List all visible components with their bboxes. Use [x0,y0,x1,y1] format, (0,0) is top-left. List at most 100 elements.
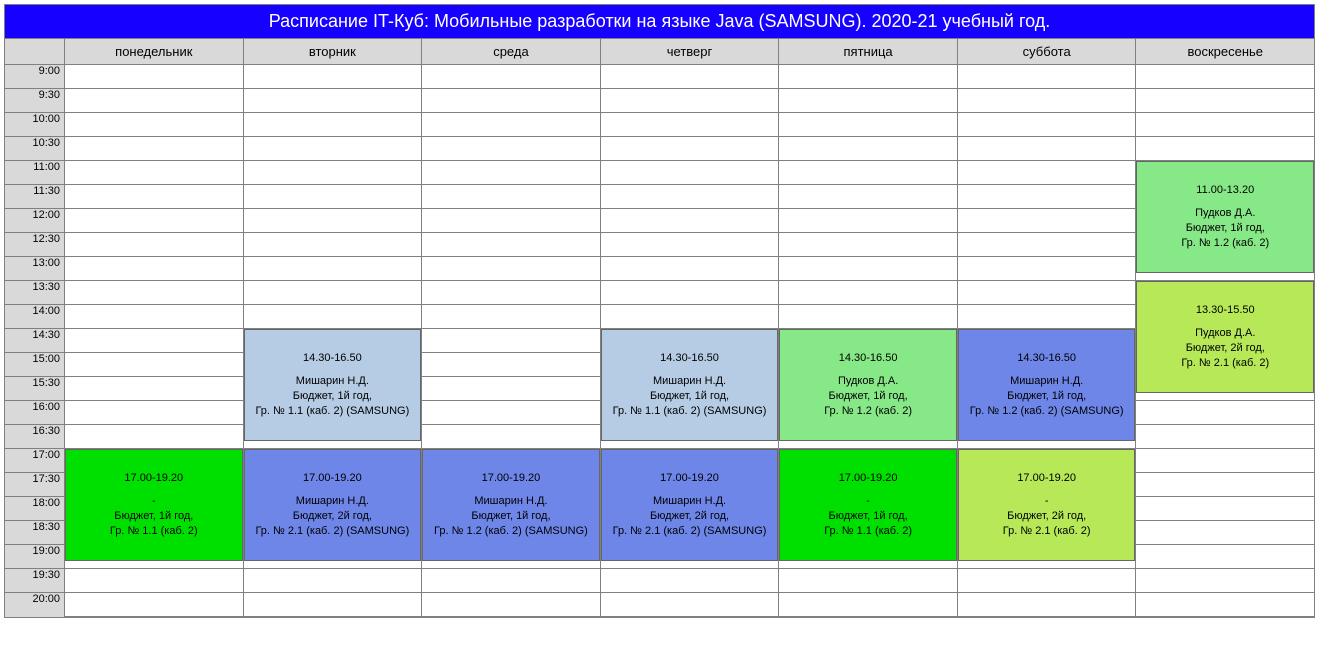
grid-cell [779,305,957,329]
grid-cell [1136,545,1314,569]
grid-cell [244,161,422,185]
grid-cell [1136,569,1314,593]
event-group: Гр. № 1.1 (каб. 2) [110,524,198,539]
grid-cell [422,377,600,401]
grid-cell [244,65,422,89]
time-label: 17:00 [5,449,64,473]
grid-cell [65,401,243,425]
grid-cell [422,161,600,185]
event-budget: Бюджет, 1й год, [1007,389,1086,404]
schedule-event[interactable]: 17.00-19.20-Бюджет, 2й год,Гр. № 2.1 (ка… [958,449,1136,561]
time-label: 12:30 [5,233,64,257]
grid-cell [958,161,1136,185]
schedule-event[interactable]: 17.00-19.20Мишарин Н.Д.Бюджет, 1й год,Гр… [422,449,600,561]
schedule-event[interactable]: 13.30-15.50Пудков Д.А.Бюджет, 2й год,Гр.… [1136,281,1314,393]
schedule-event[interactable]: 14.30-16.50Мишарин Н.Д.Бюджет, 1й год,Гр… [244,329,422,441]
grid-cell [422,113,600,137]
grid-cell [601,185,779,209]
grid-cell [244,137,422,161]
event-group: Гр. № 1.1 (каб. 2) (SAMSUNG) [255,404,409,419]
event-budget: Бюджет, 1й год, [829,389,908,404]
schedule-event[interactable]: 11.00-13.20Пудков Д.А.Бюджет, 1й год,Гр.… [1136,161,1314,273]
time-label: 15:30 [5,377,64,401]
day-column: 14.30-16.50Пудков Д.А.Бюджет, 1й год,Гр.… [779,65,958,617]
grid-cell [601,137,779,161]
grid-cell [958,233,1136,257]
grid-cell [244,281,422,305]
event-group: Гр. № 1.1 (каб. 2) (SAMSUNG) [613,404,767,419]
day-header: суббота [958,39,1137,64]
event-teacher: Мишарин Н.Д. [653,494,726,509]
time-label: 10:00 [5,113,64,137]
grid-cell [65,353,243,377]
grid-cell [422,401,600,425]
event-budget: Бюджет, 1й год, [1186,221,1265,236]
time-column: 9:009:3010:0010:3011:0011:3012:0012:3013… [5,65,65,617]
grid-cell [601,209,779,233]
grid-cell [779,593,957,617]
grid-cell [1136,497,1314,521]
event-group: Гр. № 1.2 (каб. 2) (SAMSUNG) [434,524,588,539]
grid-cell [422,305,600,329]
grid-cell [422,353,600,377]
grid-cell [958,209,1136,233]
event-teacher: Мишарин Н.Д. [296,494,369,509]
time-label: 18:30 [5,521,64,545]
event-teacher: Мишарин Н.Д. [1010,374,1083,389]
schedule-event[interactable]: 17.00-19.20-Бюджет, 1й год,Гр. № 1.1 (ка… [779,449,957,561]
time-label: 9:00 [5,65,64,89]
grid-cell [65,425,243,449]
grid-cell [244,569,422,593]
time-label: 15:00 [5,353,64,377]
event-time: 14.30-16.50 [660,351,719,366]
event-time: 14.30-16.50 [839,351,898,366]
schedule-event[interactable]: 14.30-16.50Мишарин Н.Д.Бюджет, 1й год,Гр… [958,329,1136,441]
event-teacher: - [1045,494,1049,509]
schedule-event[interactable]: 14.30-16.50Пудков Д.А.Бюджет, 1й год,Гр.… [779,329,957,441]
schedule-event[interactable]: 17.00-19.20Мишарин Н.Д.Бюджет, 2й год,Гр… [244,449,422,561]
grid-cell [1136,593,1314,617]
day-column: 14.30-16.50Мишарин Н.Д.Бюджет, 1й год,Гр… [601,65,780,617]
event-teacher: - [866,494,870,509]
schedule-event[interactable]: 17.00-19.20Мишарин Н.Д.Бюджет, 2й год,Гр… [601,449,779,561]
grid-cell [65,137,243,161]
time-label: 19:30 [5,569,64,593]
event-budget: Бюджет, 1й год, [829,509,908,524]
grid-cell [65,281,243,305]
time-label: 11:00 [5,161,64,185]
grid-cell [958,257,1136,281]
grid-cell [779,233,957,257]
grid-cell [1136,89,1314,113]
grid-cell [65,113,243,137]
grid-cell [422,257,600,281]
grid-cell [422,209,600,233]
grid-cell [601,593,779,617]
day-column: 11.00-13.20Пудков Д.А.Бюджет, 1й год,Гр.… [1136,65,1314,617]
event-budget: Бюджет, 2й год, [650,509,729,524]
event-group: Гр. № 1.2 (каб. 2) [1181,236,1269,251]
grid-cell [1136,473,1314,497]
grid-cell [958,137,1136,161]
event-time: 17.00-19.20 [660,471,719,486]
schedule-event[interactable]: 14.30-16.50Мишарин Н.Д.Бюджет, 1й год,Гр… [601,329,779,441]
grid-cell [422,329,600,353]
grid-cell [601,257,779,281]
grid-cell [1136,65,1314,89]
day-header: воскресенье [1136,39,1314,64]
event-budget: Бюджет, 1й год, [293,389,372,404]
grid-cell [65,65,243,89]
event-time: 14.30-16.50 [1017,351,1076,366]
grid-cell [779,113,957,137]
grid-cell [1136,425,1314,449]
time-column-header [5,39,65,64]
event-teacher: Мишарин Н.Д. [296,374,369,389]
grid-cell [65,185,243,209]
day-header: четверг [601,39,780,64]
grid-cell [422,137,600,161]
schedule-event[interactable]: 17.00-19.20-Бюджет, 1й год,Гр. № 1.1 (ка… [65,449,243,561]
grid-cell [244,89,422,113]
grid-cell [958,113,1136,137]
grid-cell [601,161,779,185]
event-budget: Бюджет, 1й год, [471,509,550,524]
day-column: 14.30-16.50Мишарин Н.Д.Бюджет, 1й год,Гр… [958,65,1137,617]
